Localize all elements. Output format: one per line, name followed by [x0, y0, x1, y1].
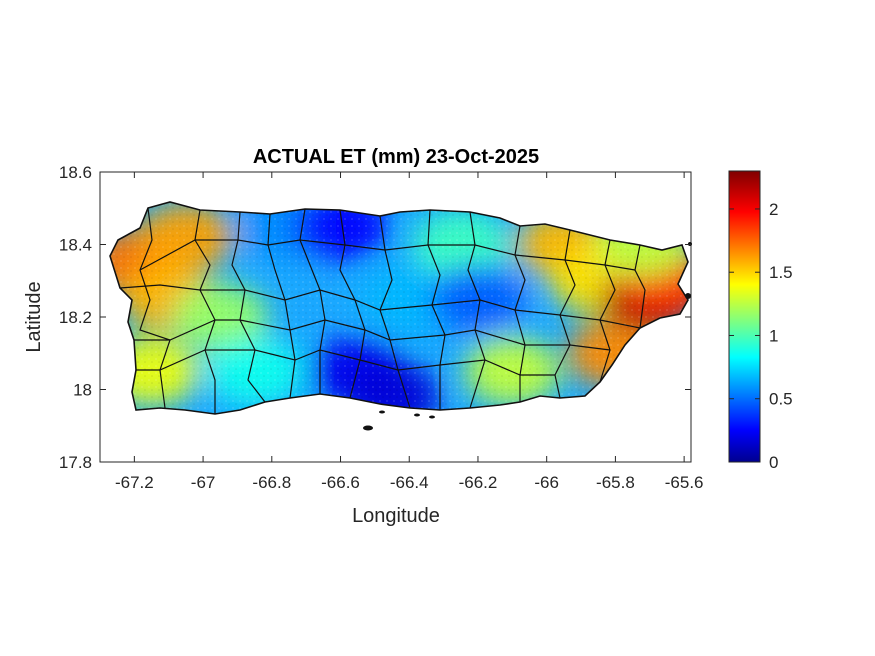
colorbar-tick-label: 1.5: [769, 263, 793, 282]
x-tick-label: -66.8: [252, 473, 291, 492]
colorbar-axis: 0 0.5 1 1.5 2: [729, 200, 793, 472]
y-tick-label: 18.6: [59, 163, 92, 182]
x-tick-label: -65.8: [596, 473, 635, 492]
y-tick-label: 18.4: [59, 236, 92, 255]
islets: [363, 242, 692, 431]
y-axis: 17.8 18 18.2 18.4 18.6: [59, 163, 691, 472]
colorbar-tick-label: 1: [769, 326, 778, 345]
y-tick-label: 18: [73, 381, 92, 400]
x-tick-label: -66.4: [390, 473, 429, 492]
x-tick-label: -66.6: [321, 473, 360, 492]
y-tick-label: 18.2: [59, 308, 92, 327]
colorbar-tick-label: 0: [769, 453, 778, 472]
colorbar-tick-label: 2: [769, 200, 778, 219]
x-tick-label: -65.6: [665, 473, 704, 492]
x-axis-label: Longitude: [352, 505, 440, 527]
y-tick-label: 17.8: [59, 453, 92, 472]
x-axis: -67.2 -67 -66.8 -66.6 -66.4 -66.2 -66 -65.8 -65.…: [115, 172, 704, 492]
x-tick-label: -66.2: [459, 473, 498, 492]
municipal-boundaries: [109, 201, 689, 415]
x-tick-label: -67.2: [115, 473, 154, 492]
y-axis-label: Latitude: [23, 281, 45, 352]
chart-title: ACTUAL ET (mm) 23-Oct-2025: [253, 146, 539, 168]
x-tick-label: -66: [534, 473, 559, 492]
colorbar-tick-label: 0.5: [769, 390, 793, 409]
colorbar: [728, 170, 761, 463]
x-tick-label: -67: [191, 473, 216, 492]
